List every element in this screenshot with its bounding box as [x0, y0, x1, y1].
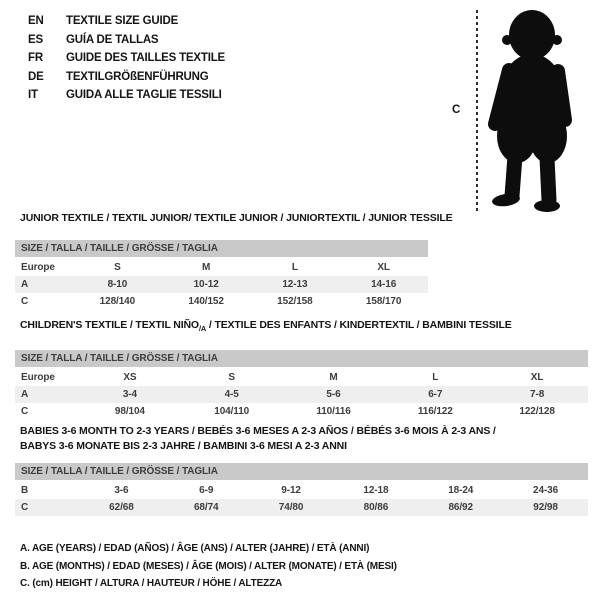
language-row: EN TEXTILE SIZE GUIDE	[28, 12, 225, 31]
table-row: C 98/104 104/110 110/116 116/122 122/128	[15, 403, 588, 420]
value-cell: 12-18	[363, 485, 389, 496]
value-cell: XS	[123, 372, 137, 384]
value-cell: 3-4	[122, 389, 137, 401]
value-cell: 9-12	[281, 485, 301, 496]
height-figure: C	[440, 8, 600, 214]
size-header-bar: SIZE / TALLA / TAILLE / GRÖSSE / TAGLIA	[15, 350, 588, 368]
section-babies-textile: BABIES 3-6 MONTH TO 2-3 YEARS / BEBÉS 3-…	[15, 424, 588, 516]
row-label-cell: A	[21, 389, 29, 401]
table-row: Europe XS S M L XL	[15, 369, 588, 386]
babies-size-table: B 3-6 6-9 9-12 12-18 18-24 24-36 C 62/68…	[15, 482, 588, 516]
note-line: A. AGE (YEARS) / EDAD (AÑOS) / ÂGE (ANS)…	[20, 543, 370, 554]
table-row: A 3-4 4-5 5-6 6-7 7-8	[15, 386, 588, 404]
table-row: A 8-10 10-12 12-13 14-16	[15, 276, 428, 293]
value-cell: 62/68	[109, 502, 134, 513]
value-cell: 6-7	[428, 389, 443, 401]
table-row: C 62/68 68/74 74/80 80/86 86/92 92/98	[15, 499, 588, 516]
value-cell: 140/152	[188, 296, 224, 307]
row-label-cell: C	[21, 502, 29, 513]
value-cell: 86/92	[448, 502, 473, 513]
value-cell: 80/86	[363, 502, 389, 513]
row-label-cell: Europe	[21, 262, 55, 273]
value-cell: L	[432, 372, 439, 384]
language-title: GUÍA DE TALLAS	[66, 33, 159, 46]
language-code: DE	[28, 70, 44, 83]
value-cell: M	[202, 262, 211, 273]
value-cell: 122/128	[519, 406, 555, 418]
value-cell: 12-13	[282, 279, 308, 290]
height-dashed-line	[476, 10, 478, 212]
language-code: EN	[28, 15, 44, 27]
row-label-cell: C	[21, 406, 29, 418]
language-row: FR GUIDE DES TAILLES TEXTILE	[28, 49, 225, 68]
value-cell: 92/98	[533, 502, 558, 513]
value-cell: 152/158	[277, 296, 313, 307]
section-title: CHILDREN'S TEXTILE / TEXTIL NIÑO/A / TEX…	[20, 319, 512, 334]
value-cell: 18-24	[448, 485, 474, 496]
value-cell: 4-5	[224, 389, 239, 401]
value-cell: 6-9	[199, 485, 214, 496]
language-title: GUIDE DES TAILLES TEXTILE	[66, 52, 225, 64]
value-cell: M	[329, 372, 338, 384]
language-list: EN TEXTILE SIZE GUIDE ES GUÍA DE TALLAS …	[28, 12, 225, 105]
value-cell: L	[291, 262, 298, 273]
row-label-cell: A	[21, 279, 29, 290]
row-label-cell: Europe	[21, 372, 55, 384]
children-size-table: Europe XS S M L XL A 3-4 4-5 5-6 6-7 7-8…	[15, 369, 588, 420]
language-row: ES GUÍA DE TALLAS	[28, 31, 225, 50]
section-title: JUNIOR TEXTILE / TEXTIL JUNIOR/ TEXTILE …	[20, 212, 453, 224]
language-title: TEXTILE SIZE GUIDE	[66, 15, 179, 27]
language-title: TEXTILGRÖßENFÜHRUNG	[66, 70, 209, 83]
table-row: B 3-6 6-9 9-12 12-18 18-24 24-36	[15, 482, 588, 499]
note-line: C. (cm) HEIGHT / ALTURA / HAUTEUR / HÖHE…	[20, 578, 283, 589]
legend-notes: A. AGE (YEARS) / EDAD (AÑOS) / ÂGE (ANS)…	[20, 540, 397, 593]
junior-size-table: Europe S M L XL A 8-10 10-12 12-13 14-16…	[15, 259, 428, 310]
value-cell: 110/116	[316, 406, 351, 418]
value-cell: S	[228, 372, 235, 384]
value-cell: XL	[530, 372, 544, 384]
value-cell: 128/140	[99, 296, 136, 307]
value-cell: 68/74	[193, 502, 219, 513]
value-cell: 104/110	[214, 406, 250, 418]
value-cell: S	[114, 262, 121, 273]
value-cell: 158/170	[365, 296, 402, 307]
language-row: DE TEXTILGRÖßENFÜHRUNG	[28, 68, 225, 87]
language-code: FR	[28, 52, 43, 64]
value-cell: XL	[377, 262, 390, 273]
value-cell: 24-36	[533, 485, 559, 496]
section-title: BABIES 3-6 MONTH TO 2-3 YEARS / BEBÉS 3-…	[20, 425, 496, 437]
height-measure-label: C	[452, 104, 461, 116]
size-header-bar: SIZE / TALLA / TAILLE / GRÖSSE / TAGLIA	[15, 240, 428, 257]
row-label-cell: C	[21, 296, 29, 307]
value-cell: 5-6	[326, 389, 341, 401]
language-title: GUIDA ALLE TAGLIE TESSILI	[66, 89, 222, 101]
value-cell: 3-6	[114, 485, 129, 496]
value-cell: 14-16	[371, 279, 397, 290]
value-cell: 7-8	[530, 389, 545, 401]
table-row: C 128/140 140/152 152/158 158/170	[15, 293, 428, 310]
table-row: Europe S M L XL	[15, 259, 428, 276]
value-cell: 10-12	[193, 279, 219, 290]
language-code: ES	[28, 33, 43, 46]
value-cell: 8-10	[107, 279, 128, 290]
section-childrens-textile: CHILDREN'S TEXTILE / TEXTIL NIÑO/A / TEX…	[15, 318, 588, 420]
size-header-bar: SIZE / TALLA / TAILLE / GRÖSSE / TAGLIA	[15, 463, 588, 480]
language-row: IT GUIDA ALLE TAGLIE TESSILI	[28, 86, 225, 105]
value-cell: 116/122	[417, 406, 453, 418]
note-line: B. AGE (MONTHS) / EDAD (MESES) / ÂGE (MO…	[20, 560, 397, 572]
section-junior-textile: JUNIOR TEXTILE / TEXTIL JUNIOR/ TEXTILE …	[15, 211, 453, 310]
value-cell: 98/104	[114, 406, 145, 418]
baby-silhouette	[488, 10, 572, 212]
section-title: BABYS 3-6 MONATE BIS 2-3 JAHRE / BAMBINI…	[20, 440, 347, 452]
language-code: IT	[28, 89, 38, 101]
value-cell: 74/80	[278, 502, 304, 513]
row-label-cell: B	[21, 485, 29, 496]
